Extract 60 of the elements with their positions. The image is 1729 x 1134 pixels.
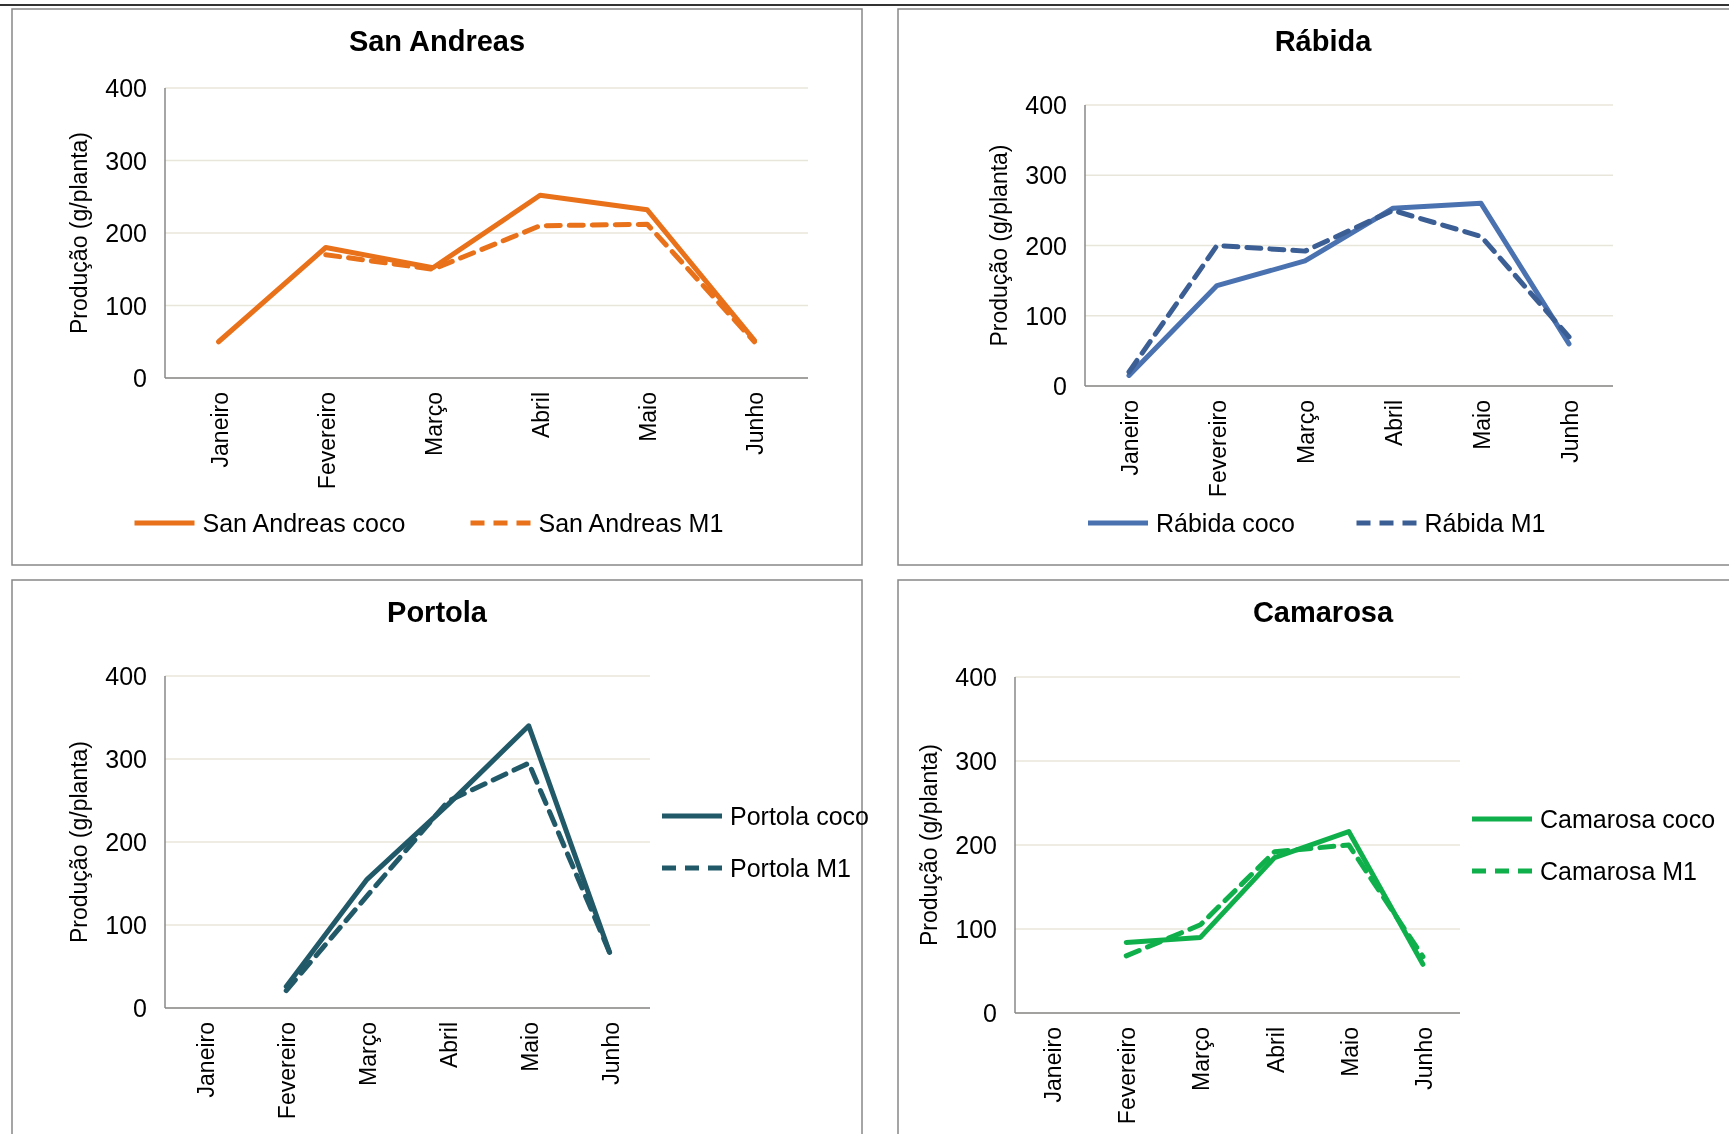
- x-tick-label: Fevereiro: [313, 392, 340, 490]
- y-tick-label: 200: [955, 831, 997, 859]
- x-tick-label: Março: [1293, 400, 1319, 464]
- y-tick-label: 400: [955, 663, 997, 691]
- legend-label: Rábida M1: [1424, 509, 1546, 537]
- y-tick-label: 300: [105, 146, 147, 175]
- x-tick-label: Maio: [1469, 400, 1495, 450]
- x-tick-label: Maio: [635, 392, 662, 442]
- x-tick-label: Fevereiro: [1114, 1027, 1141, 1125]
- x-tick-label: Junho: [1557, 400, 1583, 463]
- x-tick-label: Janeiro: [193, 1022, 220, 1098]
- chart-title: Portola: [387, 596, 488, 628]
- x-tick-label: Fevereiro: [274, 1022, 301, 1120]
- y-tick-label: 100: [105, 911, 147, 939]
- y-tick-label: 0: [983, 999, 997, 1027]
- x-tick-label: Fevereiro: [1205, 400, 1231, 498]
- y-tick-label: 400: [105, 662, 147, 690]
- x-tick-label: Março: [420, 392, 447, 456]
- x-tick-label: Janeiro: [1117, 400, 1143, 476]
- y-tick-label: 0: [1053, 372, 1067, 400]
- x-tick-label: Junho: [742, 392, 769, 455]
- x-tick-label: Janeiro: [206, 392, 233, 468]
- x-tick-label: Abril: [1262, 1027, 1289, 1074]
- y-tick-label: 0: [133, 994, 147, 1022]
- legend-label: Portola M1: [730, 854, 851, 882]
- legend-label: Rábida coco: [1156, 509, 1295, 537]
- x-tick-label: Abril: [1381, 400, 1407, 447]
- y-axis-title: Produção (g/planta): [986, 144, 1012, 347]
- x-tick-label: Maio: [1336, 1027, 1363, 1077]
- y-tick-label: 200: [105, 219, 147, 247]
- x-tick-label: Março: [1188, 1027, 1215, 1091]
- chart-title: Rábida: [1274, 25, 1373, 57]
- y-tick-label: 300: [1025, 161, 1067, 190]
- y-tick-label: 400: [1025, 91, 1067, 119]
- legend-label: San Andreas coco: [202, 509, 406, 537]
- x-tick-label: Janeiro: [1040, 1027, 1067, 1103]
- legend-label: Camarosa M1: [1540, 857, 1697, 885]
- chart-title: Camarosa: [1252, 596, 1394, 628]
- legend-label: Camarosa coco: [1540, 805, 1716, 833]
- y-tick-label: 200: [1025, 231, 1067, 260]
- y-axis-title: Produção (g/planta): [916, 743, 942, 947]
- y-tick-label: 300: [955, 747, 997, 775]
- y-tick-label: 200: [105, 828, 147, 856]
- y-tick-label: 0: [133, 364, 147, 392]
- x-tick-label: Maio: [516, 1022, 543, 1072]
- legend-label: San Andreas M1: [538, 509, 724, 537]
- chart-title: San Andreas: [348, 25, 526, 57]
- y-axis-title: Produção (g/planta): [66, 131, 92, 335]
- x-tick-label: Março: [355, 1022, 382, 1086]
- x-tick-label: Junho: [597, 1022, 624, 1085]
- y-tick-label: 100: [1025, 301, 1067, 330]
- x-tick-label: Abril: [435, 1022, 462, 1069]
- y-tick-label: 100: [955, 915, 997, 943]
- y-tick-label: 400: [105, 74, 147, 102]
- x-tick-label: Abril: [528, 392, 555, 439]
- y-axis-title: Produção (g/planta): [66, 740, 92, 944]
- y-tick-label: 100: [105, 291, 147, 320]
- legend-label: Portola coco: [730, 802, 869, 830]
- y-tick-label: 300: [105, 745, 147, 773]
- x-tick-label: Junho: [1410, 1027, 1437, 1090]
